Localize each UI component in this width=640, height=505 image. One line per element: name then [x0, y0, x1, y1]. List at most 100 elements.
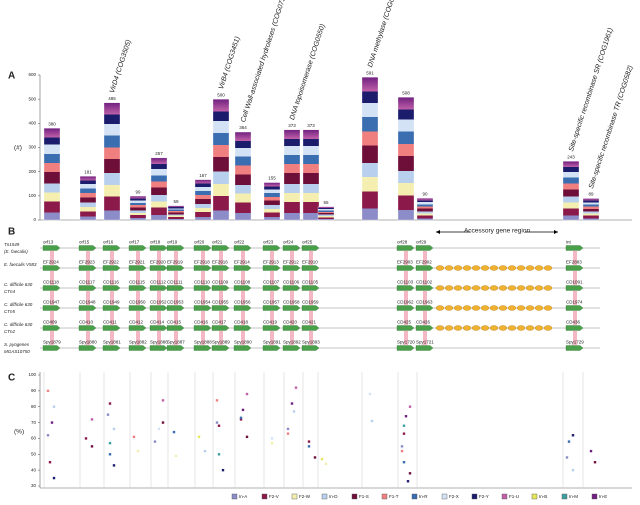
- accessory-gene: [480, 305, 490, 311]
- gene-label: orf21: [212, 240, 223, 245]
- y-axis-label: (%): [14, 429, 24, 436]
- bar-label: 380: [48, 121, 56, 126]
- homology-link: [241, 271, 245, 285]
- point: [215, 399, 219, 402]
- accessory-gene: [480, 285, 490, 291]
- accessory-gene: [525, 325, 535, 331]
- gene: [301, 325, 320, 331]
- gene: [193, 285, 212, 291]
- gene-label: EF2902: [416, 260, 432, 265]
- gene: [149, 245, 168, 251]
- gene-label: CD414: [150, 320, 165, 325]
- gene: [282, 305, 301, 311]
- panel-letter: B: [8, 227, 15, 238]
- y-tick-label: 80: [31, 404, 37, 409]
- gene: [128, 305, 147, 311]
- gene: [565, 305, 584, 311]
- gene: [262, 265, 281, 271]
- gene-label: CD1115: [129, 280, 145, 285]
- gene: [42, 325, 61, 331]
- gene-label: EF2919: [167, 260, 183, 265]
- gene-label: orf16: [103, 240, 114, 245]
- homology-link: [136, 291, 140, 305]
- homology-link: [423, 271, 427, 285]
- homology-link: [50, 291, 54, 305]
- gene: [211, 285, 230, 291]
- accessory-gene: [498, 285, 508, 291]
- homology-link: [174, 251, 178, 265]
- gene: [166, 325, 185, 331]
- gene: [282, 345, 301, 351]
- gene: [78, 345, 97, 351]
- point: [217, 453, 221, 456]
- y-tick-label: 90: [31, 388, 37, 393]
- gene-label: CD1957: [263, 300, 280, 305]
- point: [157, 427, 161, 431]
- gene: [193, 325, 212, 331]
- gene: [565, 285, 584, 291]
- gene-label: EF2916: [212, 260, 228, 265]
- gene-label: CD416: [194, 320, 209, 325]
- annotation: Cell Wall-associated hydrolases (COG0739…: [240, 0, 294, 123]
- bar: [103, 102, 121, 221]
- accessory-gene: [516, 265, 526, 271]
- bar: [397, 97, 415, 221]
- gene-label: orf13: [43, 240, 54, 245]
- gene: [301, 285, 320, 291]
- legend-swatch: [531, 493, 538, 500]
- homology-link: [404, 271, 408, 285]
- bar-label: 90: [422, 191, 428, 196]
- gene-label: CD1107: [263, 280, 280, 285]
- point: [108, 453, 112, 456]
- gene: [78, 285, 97, 291]
- gene: [78, 325, 97, 331]
- gene-label: CD1105: [302, 280, 319, 285]
- gene-label: CD420: [283, 320, 298, 325]
- accessory-gene: [471, 265, 481, 271]
- legend-label: F2-W: [299, 494, 311, 499]
- gene: [149, 265, 168, 271]
- gene: [149, 285, 168, 291]
- homology-link: [270, 251, 274, 265]
- gene-label: CD426: [416, 320, 431, 325]
- gene: [282, 245, 301, 251]
- y-axis-label: (#): [14, 145, 22, 152]
- bar: [212, 99, 230, 221]
- row-label: E. faecalis V583: [4, 262, 37, 267]
- gene: [193, 245, 212, 251]
- gene-label: orf17: [129, 240, 140, 245]
- gene-label: orf18: [150, 240, 161, 245]
- gene: [128, 345, 147, 351]
- bar-label: 591: [366, 70, 374, 75]
- bar-label: 364: [239, 125, 247, 130]
- point: [286, 432, 290, 435]
- bar: [361, 77, 379, 221]
- gene-label: CD417: [212, 320, 227, 325]
- legend-swatch: [471, 493, 478, 500]
- point: [136, 449, 140, 453]
- homology-link: [201, 271, 205, 285]
- panel-letter: A: [8, 71, 15, 82]
- y-tick-label: 100: [28, 372, 36, 377]
- bar: [194, 179, 212, 221]
- gene-label: orf20: [194, 240, 205, 245]
- point: [106, 413, 110, 416]
- homology-link: [573, 291, 577, 305]
- point: [408, 472, 412, 475]
- gene-label: CD418: [234, 320, 249, 325]
- homology-link: [404, 291, 408, 305]
- row-label: C. difficile 630: [4, 282, 33, 287]
- gene-label: CD409: [43, 320, 58, 325]
- gene: [262, 245, 281, 251]
- gene-label: CD410: [79, 320, 94, 325]
- gene: [233, 265, 252, 271]
- gene-label: orf19: [167, 240, 178, 245]
- gene: [301, 345, 320, 351]
- homology-link: [270, 331, 274, 345]
- gene-label: EF2910: [302, 260, 318, 265]
- homology-link: [157, 271, 161, 285]
- homology-link: [309, 271, 313, 285]
- gene-label: orf29: [416, 240, 427, 245]
- gene-label: CD1954: [194, 300, 211, 305]
- homology-link: [157, 311, 161, 325]
